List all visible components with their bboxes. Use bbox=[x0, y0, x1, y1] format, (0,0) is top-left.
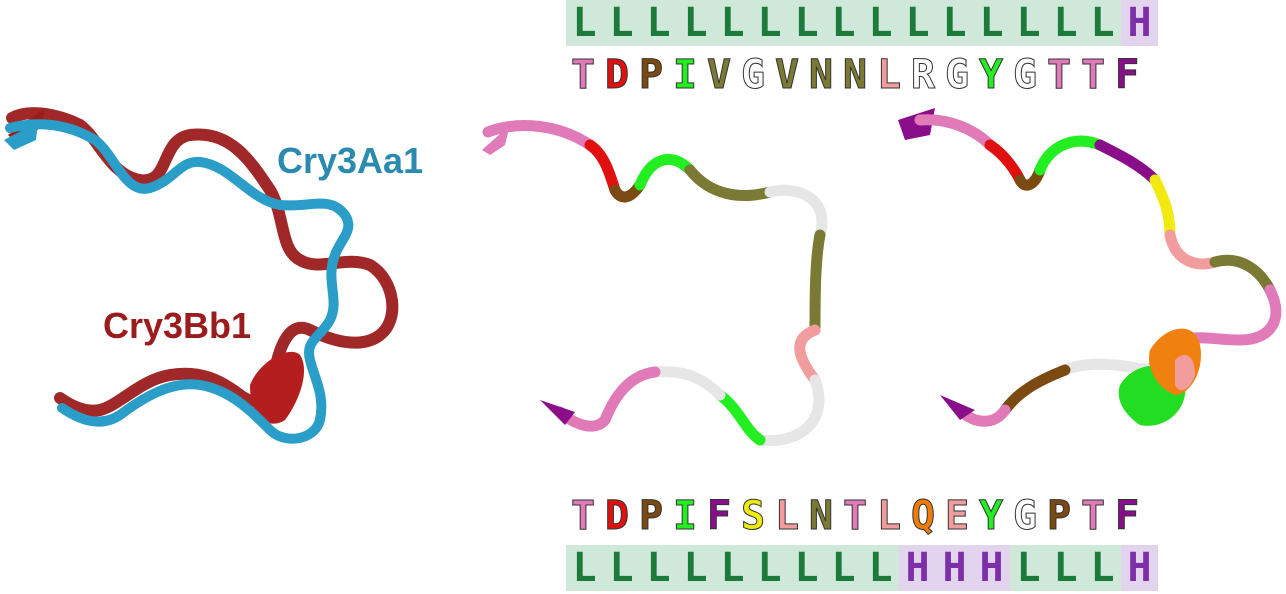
ss-cell: L bbox=[788, 0, 825, 46]
residue-cell: N bbox=[808, 52, 834, 99]
ss-cell: L bbox=[1010, 545, 1047, 591]
ss-cell: L bbox=[1084, 545, 1121, 591]
cry3bb1-label: Cry3Bb1 bbox=[103, 305, 252, 346]
residue-cell: F bbox=[1114, 52, 1140, 99]
ss-cell: H bbox=[936, 545, 973, 591]
residue-cell: N bbox=[808, 493, 834, 540]
ss-cell: L bbox=[603, 545, 640, 591]
residue-cell: T bbox=[1080, 52, 1106, 99]
residue-cell: L bbox=[876, 493, 902, 540]
ss-cell: H bbox=[1121, 545, 1158, 591]
cry3aa1-label: Cry3Aa1 bbox=[277, 140, 424, 181]
residue-cell: L bbox=[774, 493, 800, 540]
residue-cell: I bbox=[672, 52, 698, 99]
cry3bb1-ribbon bbox=[6, 107, 399, 417]
ss-cell: L bbox=[936, 0, 973, 46]
residue-cell: V bbox=[706, 52, 732, 99]
ss-cell: H bbox=[973, 545, 1010, 591]
residue-cell: Q bbox=[910, 493, 936, 540]
ss-cell: L bbox=[677, 0, 714, 46]
ss-cell: L bbox=[566, 545, 603, 591]
residue-cell: P bbox=[638, 52, 664, 99]
ss-cell: L bbox=[1047, 545, 1084, 591]
residue-cell: T bbox=[570, 52, 596, 99]
residue-cell: G bbox=[944, 52, 970, 99]
residue-cell: N bbox=[842, 52, 868, 99]
residue-cell: G bbox=[1012, 493, 1038, 540]
cry3aa1-arrowhead bbox=[4, 122, 38, 150]
residue-cell: T bbox=[1080, 493, 1106, 540]
ss-cell: L bbox=[1010, 0, 1047, 46]
ss-cell: L bbox=[677, 545, 714, 591]
residue-cell: R bbox=[910, 52, 936, 99]
cry3aa1-colored-structure bbox=[482, 120, 828, 447]
residue-cell: T bbox=[1046, 52, 1072, 99]
residue-cell: P bbox=[638, 493, 664, 540]
residue-cell: F bbox=[1114, 493, 1140, 540]
ss-cell: L bbox=[825, 545, 862, 591]
residue-cell: V bbox=[774, 52, 800, 99]
residue-cell: Y bbox=[978, 52, 1004, 99]
ss-cell: L bbox=[751, 545, 788, 591]
residue-cell: E bbox=[944, 493, 970, 540]
residue-cell: D bbox=[604, 493, 630, 540]
cry3bb1-colored-structure bbox=[898, 108, 1282, 427]
ss-cell: H bbox=[1121, 0, 1158, 46]
ss-cell: L bbox=[714, 0, 751, 46]
ss-cell: L bbox=[1084, 0, 1121, 46]
residue-cell: P bbox=[1046, 493, 1072, 540]
ss-cell: L bbox=[862, 545, 899, 591]
residue-cell: I bbox=[672, 493, 698, 540]
ss-cell: L bbox=[899, 0, 936, 46]
ss-cell: L bbox=[603, 0, 640, 46]
ss-cell: L bbox=[1047, 0, 1084, 46]
residue-cell: D bbox=[604, 52, 630, 99]
ss-cell: H bbox=[899, 545, 936, 591]
residue-cell: T bbox=[842, 493, 868, 540]
ss-cell: L bbox=[788, 545, 825, 591]
ss-cell: L bbox=[973, 0, 1010, 46]
cry3bb1-helix bbox=[250, 351, 305, 424]
ss-cell: L bbox=[640, 0, 677, 46]
ss-cell: L bbox=[640, 545, 677, 591]
cry3aa1-ribbon bbox=[5, 119, 354, 444]
ss-cell: L bbox=[862, 0, 899, 46]
residue-cell: S bbox=[740, 493, 766, 540]
ss-cell: L bbox=[751, 0, 788, 46]
residue-cell: L bbox=[876, 52, 902, 99]
residue-cell: Y bbox=[978, 493, 1004, 540]
residue-cell: G bbox=[1012, 52, 1038, 99]
ss-cell: L bbox=[714, 545, 751, 591]
residue-cell: T bbox=[570, 493, 596, 540]
residue-cell: F bbox=[706, 493, 732, 540]
residue-cell: G bbox=[740, 52, 766, 99]
ss-cell: L bbox=[825, 0, 862, 46]
ss-cell: L bbox=[566, 0, 603, 46]
